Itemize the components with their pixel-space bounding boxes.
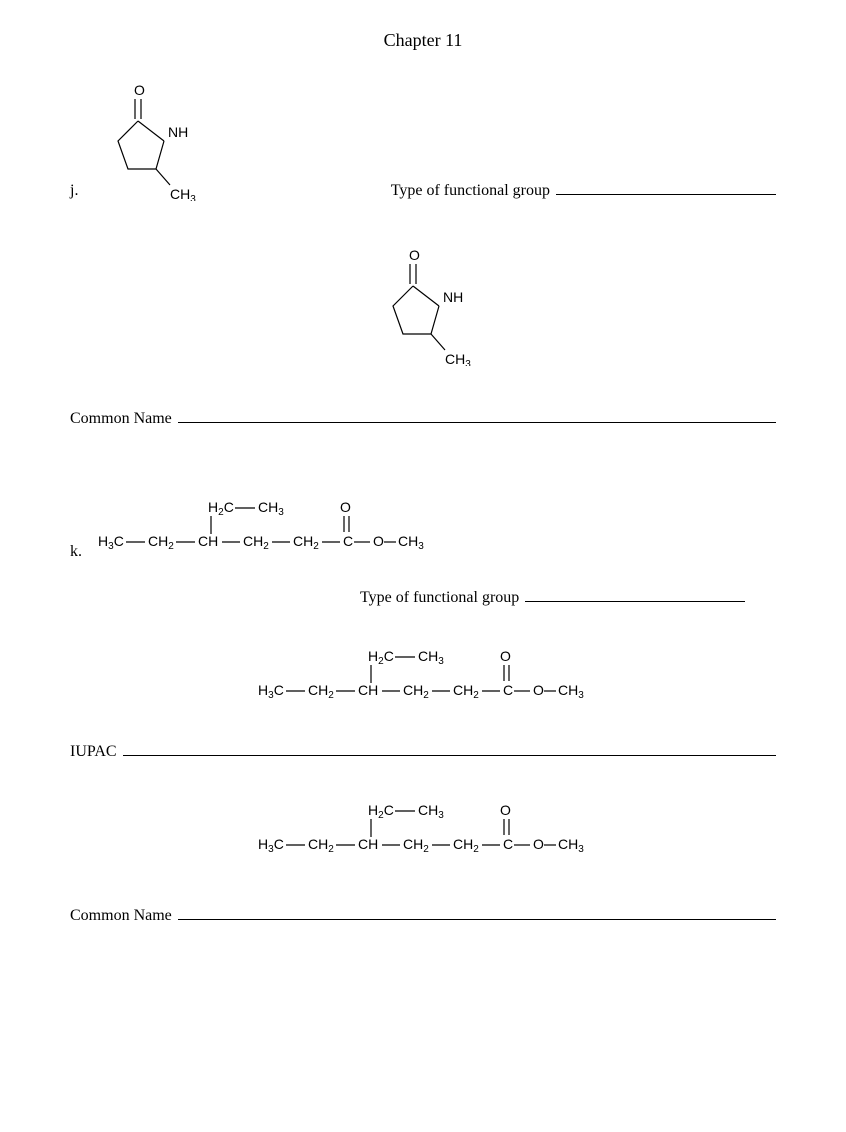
chapter-title: Chapter 11 — [70, 30, 776, 51]
svg-text:H2C: H2C — [208, 499, 234, 518]
svg-text:CH: CH — [358, 682, 378, 698]
structure-k-2-wrap: H2C CH3 H3C CH2 CH CH2 CH2 C O CH3 O — [70, 647, 776, 709]
common-name-k: Common Name — [70, 903, 776, 925]
svg-text:CH: CH — [358, 836, 378, 852]
svg-text:NH: NH — [443, 289, 463, 305]
problem-letter-k: k. — [70, 543, 98, 561]
type-group-k: Type of functional group — [360, 585, 776, 607]
svg-text:CH3: CH3 — [558, 682, 584, 701]
structure-k-1: H2C CH3 H3C CH2 CH CH2 CH2 C O CH3 O — [98, 498, 428, 565]
svg-text:CH2: CH2 — [308, 836, 334, 855]
blank-line[interactable] — [525, 585, 745, 602]
lactam-svg-1: O NH CH3 — [98, 81, 198, 201]
svg-text:O: O — [373, 533, 384, 549]
iupac-k: IUPAC — [70, 739, 776, 761]
svg-text:CH3: CH3 — [398, 533, 424, 552]
atom-nh: NH — [168, 124, 188, 140]
iupac-label: IUPAC — [70, 743, 117, 761]
svg-text:O: O — [500, 648, 511, 664]
svg-text:O: O — [409, 247, 420, 263]
ester-svg-3: H2C CH3 H3C CH2 CH CH2 CH2 C O CH3 O — [258, 801, 588, 863]
svg-text:CH2: CH2 — [453, 836, 479, 855]
svg-text:H2C: H2C — [368, 802, 394, 821]
svg-text:O: O — [533, 836, 544, 852]
svg-text:C: C — [503, 682, 513, 698]
common-name-label: Common Name — [70, 907, 172, 925]
svg-text:CH2: CH2 — [403, 682, 429, 701]
svg-text:CH3: CH3 — [558, 836, 584, 855]
svg-text:C: C — [503, 836, 513, 852]
blank-line[interactable] — [556, 178, 776, 195]
svg-text:CH2: CH2 — [293, 533, 319, 552]
blank-line[interactable] — [123, 739, 776, 756]
svg-text:CH2: CH2 — [403, 836, 429, 855]
svg-text:CH2: CH2 — [308, 682, 334, 701]
svg-text:CH2: CH2 — [453, 682, 479, 701]
svg-text:O: O — [340, 499, 351, 515]
page: Chapter 11 j. O NH CH3 — [0, 0, 846, 1132]
svg-text:CH2: CH2 — [148, 533, 174, 552]
svg-text:CH: CH — [198, 533, 218, 549]
blank-line[interactable] — [178, 406, 776, 423]
structure-j-1: O NH CH3 — [98, 81, 198, 206]
structure-k-3-wrap: H2C CH3 H3C CH2 CH CH2 CH2 C O CH3 O — [70, 801, 776, 863]
svg-text:CH3: CH3 — [258, 499, 284, 518]
svg-text:CH3: CH3 — [445, 351, 471, 366]
atom-o: O — [134, 82, 145, 98]
type-group-j: Type of functional group — [391, 178, 776, 200]
ester-svg-2: H2C CH3 H3C CH2 CH CH2 CH2 C O CH3 O — [258, 647, 588, 709]
type-group-label: Type of functional group — [360, 589, 519, 607]
structure-j-2-wrap: O NH CH3 — [70, 246, 776, 366]
lactam-svg-2: O NH CH3 — [373, 246, 473, 366]
svg-text:CH3: CH3 — [418, 648, 444, 667]
svg-text:H2C: H2C — [368, 648, 394, 667]
type-group-label: Type of functional group — [391, 182, 550, 200]
atom-ch3: CH3 — [170, 186, 196, 201]
svg-text:CH3: CH3 — [418, 802, 444, 821]
svg-text:O: O — [500, 802, 511, 818]
svg-text:O: O — [533, 682, 544, 698]
svg-text:H3C: H3C — [98, 533, 124, 552]
svg-text:H3C: H3C — [258, 836, 284, 855]
common-name-label: Common Name — [70, 410, 172, 428]
problem-letter-j: j. — [70, 182, 98, 200]
svg-text:CH2: CH2 — [243, 533, 269, 552]
common-name-j: Common Name — [70, 406, 776, 428]
svg-text:H3C: H3C — [258, 682, 284, 701]
svg-text:C: C — [343, 533, 353, 549]
blank-line[interactable] — [178, 903, 776, 920]
ester-svg-1: H2C CH3 H3C CH2 CH CH2 CH2 C O CH3 O — [98, 498, 428, 560]
